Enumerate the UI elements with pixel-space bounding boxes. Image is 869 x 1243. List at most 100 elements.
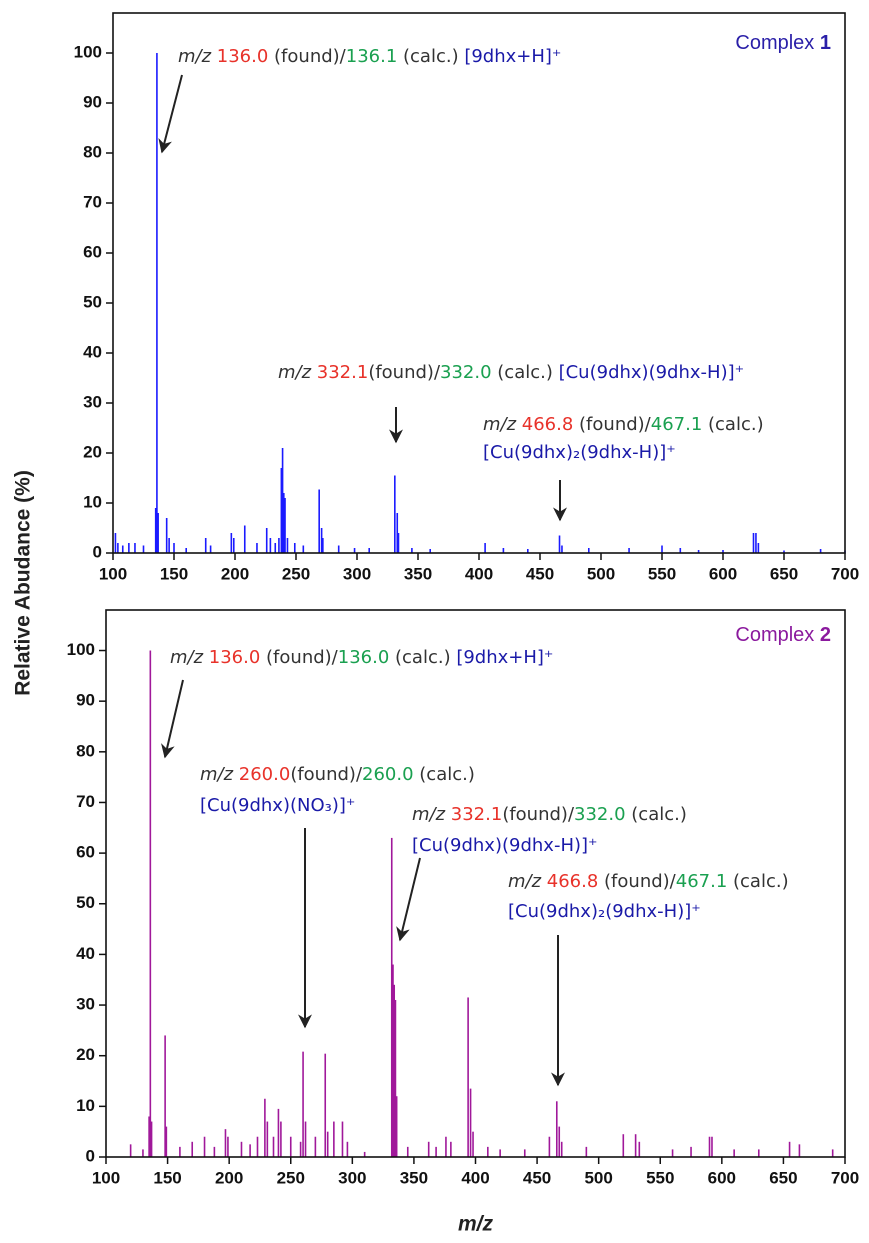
annotation-part: (found)/ — [502, 804, 575, 825]
peak — [831, 1149, 834, 1157]
peak — [523, 1149, 526, 1157]
peak — [392, 964, 394, 1157]
annotation-arrow — [158, 74, 183, 154]
peak — [320, 528, 323, 553]
peak — [318, 489, 320, 553]
x-tick-label: 550 — [648, 564, 676, 583]
peak — [671, 1149, 674, 1157]
y-tick-label: 80 — [83, 142, 102, 161]
peak — [411, 548, 413, 553]
peak — [697, 550, 700, 553]
annotation-part: m/z — [170, 647, 204, 668]
peak — [757, 1149, 760, 1157]
peak — [256, 543, 258, 553]
peak — [819, 549, 822, 553]
annotation-part: (calc.) — [397, 46, 464, 67]
peak — [274, 543, 277, 553]
x-tick-label: 350 — [404, 564, 432, 583]
peak — [661, 545, 663, 553]
peak — [757, 543, 760, 553]
annotation-part: (found)/ — [368, 362, 441, 383]
title-part: Complex — [735, 32, 819, 54]
y-tick-label: 0 — [86, 1146, 95, 1165]
annotation: [Cu(9dhx)(NO₃)]⁺ — [200, 795, 355, 816]
peak — [179, 1146, 181, 1157]
peak — [185, 548, 187, 553]
peak — [256, 1136, 259, 1157]
peak — [467, 997, 469, 1157]
peak — [711, 1136, 713, 1157]
peak — [280, 468, 283, 553]
peak — [134, 543, 136, 553]
peak — [164, 1035, 166, 1157]
peak — [129, 1144, 132, 1157]
peak — [560, 1141, 563, 1157]
annotation: [Cu(9dhx)₂(9dhx-H)]⁺ — [483, 442, 676, 463]
panel-title: Complex 2 — [735, 624, 831, 646]
peak — [561, 545, 563, 553]
annotation-part: (calc.) — [626, 804, 687, 825]
peak — [527, 549, 529, 553]
y-tick-label: 70 — [83, 192, 102, 211]
annotation-part: (calc.) — [414, 764, 475, 785]
peak — [638, 1141, 641, 1157]
peak — [289, 1136, 292, 1157]
peak — [281, 448, 284, 553]
annotation-part: m/z — [200, 764, 234, 785]
peak — [277, 1108, 280, 1157]
annotation-part: 332.1 — [445, 804, 502, 825]
peak — [445, 1136, 447, 1157]
peak — [548, 1136, 551, 1157]
x-tick-label: 350 — [400, 1168, 428, 1187]
annotation-part: (found)/ — [573, 414, 651, 435]
peak — [243, 525, 246, 553]
annotation-part: (found)/ — [290, 764, 363, 785]
peak — [368, 548, 370, 553]
y-tick-label: 80 — [76, 741, 95, 760]
x-tick-label: 650 — [769, 1168, 797, 1187]
peak — [227, 1136, 229, 1157]
peak — [249, 1144, 251, 1157]
annotation-arrow — [161, 679, 184, 759]
peak — [427, 1141, 430, 1157]
peak — [168, 538, 170, 553]
annotation-part: 136.0 — [338, 647, 390, 668]
peak — [314, 1136, 317, 1157]
peak — [322, 538, 324, 553]
x-tick-label: 150 — [153, 1168, 181, 1187]
annotation-part: [Cu(9dhx)₂(9dhx-H)]⁺ — [508, 901, 701, 922]
peak — [121, 545, 124, 553]
x-tick-label: 400 — [465, 564, 493, 583]
peak — [394, 475, 396, 553]
x-tick-label: 550 — [646, 1168, 674, 1187]
peak — [232, 538, 235, 553]
y-tick-label: 20 — [76, 1045, 95, 1064]
annotation-part: [9dhx+H]⁺ — [456, 647, 553, 668]
peak — [293, 543, 296, 553]
y-tick-label: 30 — [76, 995, 95, 1014]
title-part: 2 — [820, 624, 831, 646]
peak — [502, 548, 505, 553]
annotation-part: 332.0 — [574, 804, 626, 825]
peak — [487, 1146, 489, 1157]
peak — [622, 1134, 625, 1157]
peak — [150, 1121, 153, 1157]
peak — [224, 1129, 227, 1157]
peak — [733, 1149, 735, 1157]
peak — [278, 538, 280, 553]
peak — [324, 1053, 327, 1157]
peak — [450, 1141, 452, 1157]
peak — [302, 1051, 304, 1157]
x-tick-label: 200 — [221, 564, 249, 583]
x-tick-label: 300 — [338, 1168, 366, 1187]
annotation-part: [9dhx+H]⁺ — [464, 46, 561, 67]
peak — [142, 545, 145, 553]
x-tick-label: 150 — [160, 564, 188, 583]
x-tick-label: 100 — [99, 564, 127, 583]
y-tick-label: 70 — [76, 792, 95, 811]
annotation-part: 332.1 — [311, 362, 368, 383]
peak — [203, 1136, 206, 1157]
peak — [755, 533, 757, 553]
peak — [165, 518, 168, 553]
